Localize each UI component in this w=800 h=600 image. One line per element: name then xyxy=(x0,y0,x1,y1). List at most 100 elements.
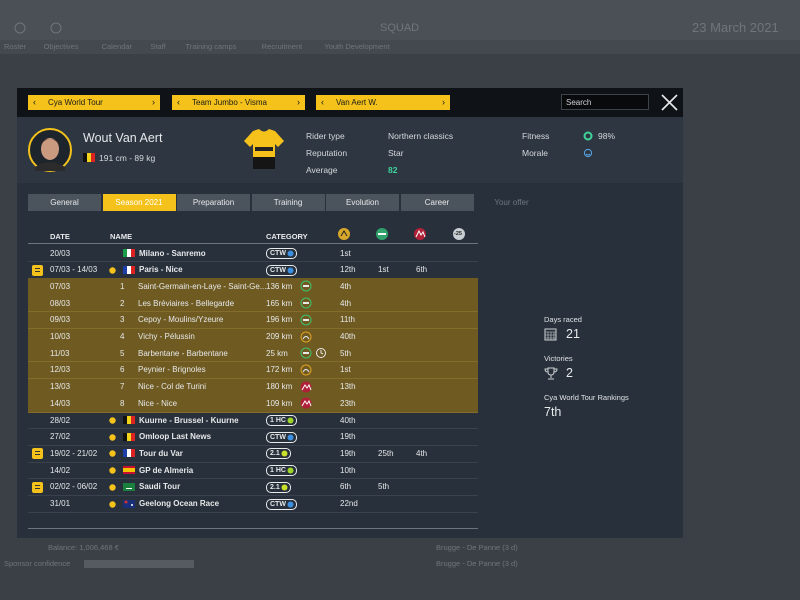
menu-item: Objectives xyxy=(43,42,79,51)
stage-profile-icon xyxy=(300,314,312,326)
race-flag xyxy=(123,416,135,424)
sponsor-confidence: Sponsor confidence xyxy=(4,559,71,568)
summary-value: 21 xyxy=(566,327,580,341)
race-status-dot xyxy=(109,450,116,458)
menu-item: Staff xyxy=(150,42,166,51)
race-date: 28/02 xyxy=(50,415,71,425)
race-status-dot xyxy=(109,467,116,474)
race-date: 07/03 xyxy=(50,281,71,291)
rider-name: Wout Van Aert xyxy=(83,131,163,145)
race-result: 19th xyxy=(340,432,356,442)
rider-portrait xyxy=(28,128,72,172)
stage-number: 5 xyxy=(120,348,125,358)
race-name: Geelong Ocean Race xyxy=(139,499,220,508)
race-date: 09/03 xyxy=(50,315,71,325)
top-icons xyxy=(14,22,62,34)
upcoming-race: Brugge - De Panne (3 d) xyxy=(436,543,518,552)
stage-profile-icon xyxy=(300,347,326,359)
race-result: 1st xyxy=(340,248,351,258)
race-category: CTW xyxy=(266,248,297,259)
race-category: CTW xyxy=(266,431,297,443)
race-category: 1 HC xyxy=(266,415,297,426)
category-dot xyxy=(287,267,294,274)
stage-name: Vichy - Pélussin xyxy=(138,332,195,341)
stage-distance: 196 km xyxy=(266,315,293,325)
competition-select[interactable]: ‹ Cya World Tour › xyxy=(28,95,160,110)
stage-row-bg xyxy=(28,328,478,346)
attribute-label: Rider type xyxy=(306,131,345,141)
select-text: Cya World Tour xyxy=(48,98,103,107)
race-result: 5th xyxy=(340,348,352,358)
tab[interactable]: Evolution xyxy=(326,194,399,211)
race-flag xyxy=(123,499,135,508)
race-date: 13/03 xyxy=(50,382,71,392)
race-status-dot xyxy=(109,417,116,424)
tab[interactable]: General xyxy=(28,194,101,211)
tab[interactable]: Training xyxy=(251,194,325,211)
race-result: 12th xyxy=(340,265,356,275)
stage-profile-icon xyxy=(300,397,312,409)
tab[interactable]: Season 2021 xyxy=(102,194,176,211)
stage-row-bg xyxy=(28,395,478,412)
stage-row-bg xyxy=(28,311,478,329)
race-flag xyxy=(123,265,135,274)
race-result: 40th xyxy=(340,415,356,425)
menu-bar: Roster Objectives Calendar Staff Training ca… xyxy=(0,40,800,54)
race-flag xyxy=(123,432,135,441)
fitness-icon xyxy=(583,131,593,141)
race-result: 5th xyxy=(378,482,390,492)
category-dot xyxy=(287,250,294,257)
team-jersey xyxy=(244,129,284,169)
race-name: GP de Almeria xyxy=(139,465,194,475)
close-button[interactable] xyxy=(660,93,679,112)
tab[interactable]: Your offer xyxy=(494,198,529,207)
trophy-icon xyxy=(544,367,558,380)
morale-icon xyxy=(583,148,593,158)
stage-row-bg xyxy=(28,345,478,362)
race-result: 19th xyxy=(340,448,356,458)
race-flag xyxy=(123,466,135,475)
race-category: CTW xyxy=(266,498,297,510)
mountain-icon xyxy=(414,228,426,240)
attribute-label: Reputation xyxy=(306,148,348,158)
modal-toolbar: ‹ Cya World Tour › ‹ Team Jumbo - Visma › ‹ V… xyxy=(17,88,683,117)
select-text: Team Jumbo - Visma xyxy=(192,98,267,107)
stage-number: 2 xyxy=(120,298,125,308)
race-category: CTW xyxy=(266,264,297,276)
attribute-value: 82 xyxy=(388,165,398,175)
race-category: 2.1 xyxy=(266,481,291,493)
rider-physique: 191 cm - 89 kg xyxy=(99,153,156,163)
column-header: NAME xyxy=(110,232,133,241)
stage-row-bg xyxy=(28,361,478,379)
stage-distance: 172 km xyxy=(266,365,293,375)
tab[interactable]: Preparation xyxy=(177,194,250,211)
stage-name: Barbentane - Barbentane xyxy=(138,348,228,358)
stage-profile-icon xyxy=(300,364,312,376)
race-date: 14/03 xyxy=(50,398,71,408)
summary-label: Cya World Tour Rankings xyxy=(544,393,629,402)
sponsor-bar xyxy=(84,560,194,568)
menu-item: Youth Development xyxy=(324,42,390,51)
race-result: 25th xyxy=(378,448,394,458)
tab[interactable]: Career xyxy=(400,194,474,211)
summary-label: Days raced xyxy=(544,315,582,324)
attribute-value: Northern classics xyxy=(388,131,454,141)
header-line xyxy=(28,243,478,244)
race-result: 11th xyxy=(340,315,355,325)
search-input[interactable]: Search xyxy=(561,94,649,110)
stage-name: Nice - Col de Turini xyxy=(138,382,207,392)
race-result: 6th xyxy=(340,482,352,492)
stage-profile-icon xyxy=(300,297,312,309)
team-select[interactable]: ‹ Team Jumbo - Visma › xyxy=(172,95,305,110)
race-result: 4th xyxy=(416,448,428,458)
fitness-label: Fitness xyxy=(522,131,550,141)
category-dot xyxy=(287,467,294,474)
rider-select[interactable]: ‹ Van Aert W. › xyxy=(316,95,450,110)
morale-label: Morale xyxy=(522,148,548,158)
stage-number: 3 xyxy=(120,315,125,325)
race-name: Kuurne - Brussel - Kuurne xyxy=(139,415,239,425)
race-status-dot xyxy=(109,266,116,274)
stage-race-icon xyxy=(32,448,43,460)
race-status-dot xyxy=(109,433,116,441)
summary-label: Victories xyxy=(544,354,573,363)
